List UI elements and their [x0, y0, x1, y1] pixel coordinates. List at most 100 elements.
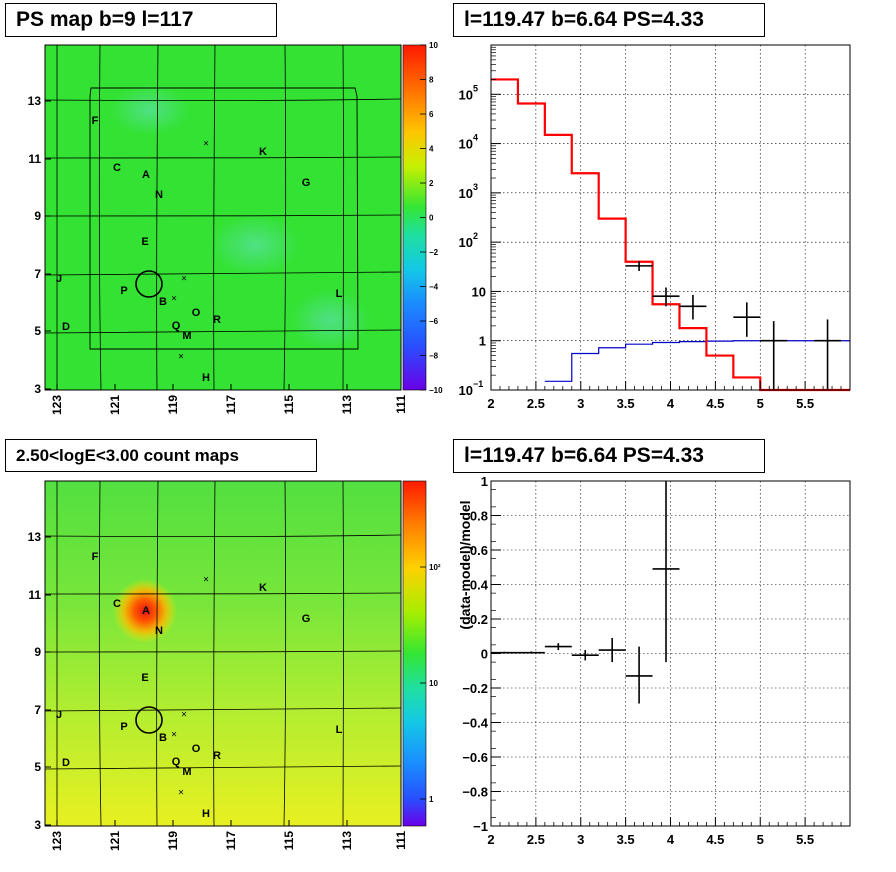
count-map-grid-line	[44, 707, 402, 712]
ps-map-source-label: C	[113, 162, 121, 174]
count-map-source-label: P	[120, 721, 127, 733]
ps-map-marker: ×	[203, 139, 209, 150]
ps-map-colorbar-label: −10	[429, 386, 443, 395]
count-map-grid-line	[342, 480, 345, 827]
count-map-source-label: C	[113, 598, 121, 610]
count-map-y-tick-label: 5	[34, 760, 41, 774]
ps-map-colorbar-label: 4	[429, 145, 434, 154]
count-map-source-label: K	[259, 582, 267, 594]
spectrum-x-tick-label: 4	[667, 396, 675, 411]
spectrum-data-point	[625, 261, 653, 271]
ps-map-x-tick-label: 111	[394, 395, 408, 414]
spectrum-x-tick-label: 2.5	[527, 396, 545, 411]
count-map-y-tick-label: 9	[34, 645, 41, 659]
ps-map-source-label: L	[336, 288, 343, 300]
ps-map-source-label: F	[92, 115, 99, 127]
count-map-source-label: N	[155, 625, 163, 637]
residual-x-tick-label: 2	[487, 832, 494, 847]
residual-y-tick-label: −0.6	[462, 750, 488, 765]
ps-map-source-label: R	[213, 314, 221, 326]
ps-map-grid-line	[156, 44, 159, 391]
count-map-grid-line	[156, 480, 159, 827]
ps-map-frame	[44, 44, 402, 391]
count-map-source-label: R	[213, 750, 221, 762]
ps-map-colorbar-label: −2	[429, 248, 439, 257]
ps-map-source-label: E	[141, 236, 148, 248]
count-map-coordinate-grid	[44, 480, 402, 827]
spectrum-y-tick-label: 10	[459, 87, 473, 102]
count-map-frame	[44, 480, 402, 827]
residual-point	[544, 643, 572, 651]
spectrum-title: l=119.47 b=6.64 PS=4.33	[453, 3, 765, 37]
spectrum-y-tick-label: 10	[472, 284, 486, 299]
ps-map-marker: ×	[181, 274, 187, 285]
ps-map-marker: ×	[171, 294, 177, 305]
ps-map-y-tick-label: 7	[34, 267, 41, 281]
residual-panel: 2 2.5 3 3.5 4 4.5 5 5.5 1 0.8 0.6 0.4 0.2 0 −0.2 −0.4 −0…	[457, 474, 851, 847]
spectrum-y-tick-exponent: 4	[473, 133, 478, 143]
ps-map-grid-line	[44, 214, 402, 217]
residual-point	[491, 651, 518, 654]
ps-map-colorbar-label: 8	[429, 76, 434, 85]
ps-map-colorbar-label: −6	[429, 317, 439, 326]
ps-map-y-tick-label: 9	[34, 209, 41, 223]
count-map-marker: ×	[203, 575, 209, 586]
residual-y-tick-label: −0.4	[462, 716, 488, 731]
spectrum-y-tick-exponent: 2	[473, 231, 478, 241]
count-map-bright-source	[113, 579, 177, 643]
ps-map-colorbar-label: 0	[429, 214, 434, 223]
count-map-source-label: A	[142, 605, 150, 617]
ps-map-y-tick-label: 13	[28, 94, 42, 108]
count-map-source-label: H	[202, 808, 210, 820]
count-map-x-tick-label: 119	[166, 831, 180, 851]
count-map-colorbar-label: 10	[429, 679, 438, 688]
ps-map-source-label: K	[259, 146, 267, 158]
ps-map-grid-line	[342, 44, 345, 391]
count-map-title: 2.50<logE<3.00 count maps	[5, 439, 317, 472]
ps-map-source-label: A	[142, 169, 150, 181]
count-map-grid-line	[44, 765, 402, 770]
count-map-colorbar-ticks: 10² 10 1	[420, 563, 441, 804]
ps-map-grid-line	[44, 329, 402, 334]
count-map-colorbar-label: 10²	[429, 563, 441, 572]
residual-y-tick-label: 0	[481, 647, 488, 662]
residual-point	[517, 651, 545, 654]
ps-map-marker: ×	[178, 352, 184, 363]
spectrum-x-tick-label: 3	[577, 396, 584, 411]
count-map-source-label: G	[302, 613, 311, 625]
residual-y-tick-label: −0.2	[462, 681, 488, 696]
spectrum-data-point	[760, 321, 788, 390]
ps-map-title: PS map b=9 l=117	[5, 3, 277, 37]
residual-y-tick-label: 0.4	[470, 578, 489, 593]
spectrum-y-tick-label: 1	[479, 334, 486, 349]
ps-map-fluctuation	[110, 85, 190, 135]
residual-point	[571, 650, 599, 661]
ps-map-source-label: O	[192, 307, 201, 319]
ps-map-source-label: D	[62, 321, 70, 333]
count-map-grid-line	[44, 650, 402, 653]
spectrum-data-points	[625, 261, 842, 390]
ps-map-colorbar-label: 6	[429, 110, 434, 119]
count-map-y-tick-label: 3	[34, 818, 41, 832]
count-map-x-tick-label: 111	[394, 831, 408, 850]
residual-axes: 2 2.5 3 3.5 4 4.5 5 5.5 1 0.8 0.6 0.4 0.2 0 −0.2 −0.4 −0…	[462, 474, 842, 847]
ps-location-circle	[135, 270, 163, 298]
residual-x-tick-label: 5.5	[796, 832, 814, 847]
spectrum-x-tick-label: 3.5	[617, 396, 635, 411]
ps-map-colorbar-label: 2	[429, 179, 434, 188]
count-map-grid-line	[98, 480, 102, 827]
ps-map-x-tick-label: 113	[340, 395, 354, 415]
count-map-location-circle	[135, 706, 163, 734]
count-map-source-label: D	[62, 757, 70, 769]
spectrum-x-tick-label: 5	[757, 396, 764, 411]
ps-map-x-tick-label: 115	[282, 395, 296, 415]
count-map-grid-line	[44, 534, 402, 538]
count-map-marker: ×	[178, 788, 184, 799]
residual-x-tick-label: 2.5	[527, 832, 545, 847]
